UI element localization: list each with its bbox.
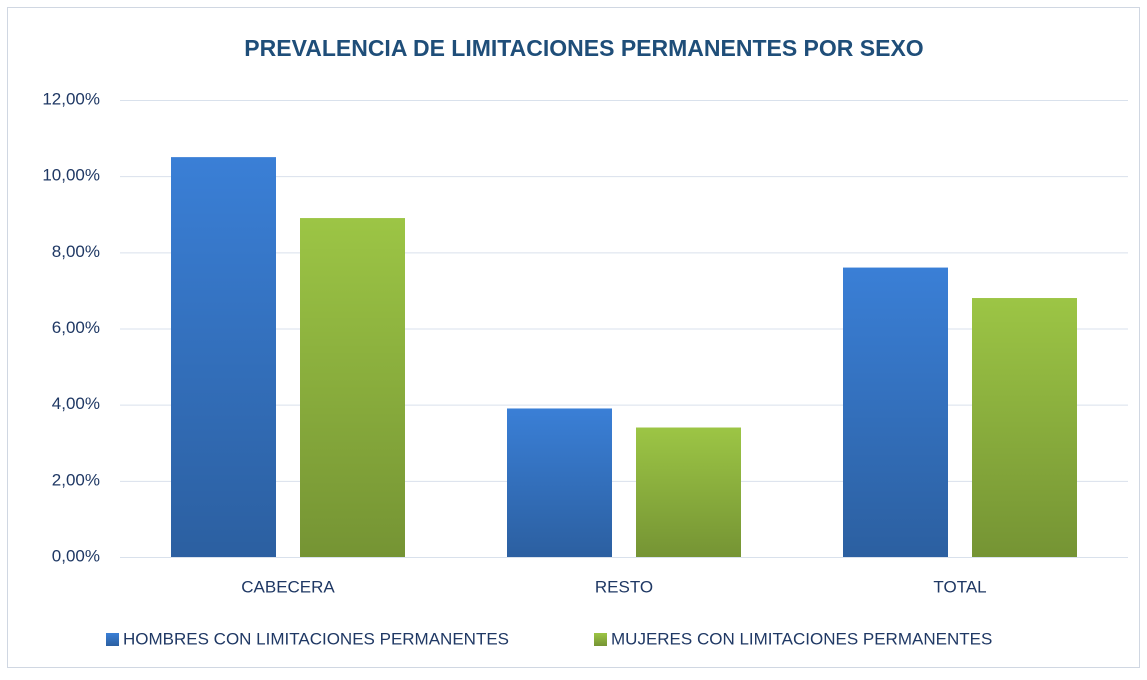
x-tick-label: RESTO [595, 577, 653, 596]
y-tick-label: 0,00% [52, 546, 100, 565]
chart-title: PREVALENCIA DE LIMITACIONES PERMANENTES … [244, 35, 923, 61]
y-tick-label: 4,00% [52, 394, 100, 413]
legend-label: MUJERES CON LIMITACIONES PERMANENTES [611, 629, 992, 648]
x-tick-label: CABECERA [241, 577, 335, 596]
bar [300, 218, 405, 557]
bar [636, 427, 741, 557]
y-tick-label: 12,00% [42, 89, 100, 108]
y-tick-label: 6,00% [52, 318, 100, 337]
legend-label: HOMBRES CON LIMITACIONES PERMANENTES [123, 629, 509, 648]
y-tick-label: 8,00% [52, 242, 100, 261]
y-tick-label: 10,00% [42, 166, 100, 185]
bar [171, 157, 276, 557]
bar [507, 408, 612, 557]
legend-swatch-shade [106, 633, 119, 646]
legend-swatch-shade [594, 633, 607, 646]
x-tick-label: TOTAL [933, 577, 986, 596]
bar [972, 298, 1077, 557]
y-tick-label: 2,00% [52, 470, 100, 489]
bar [843, 267, 948, 557]
